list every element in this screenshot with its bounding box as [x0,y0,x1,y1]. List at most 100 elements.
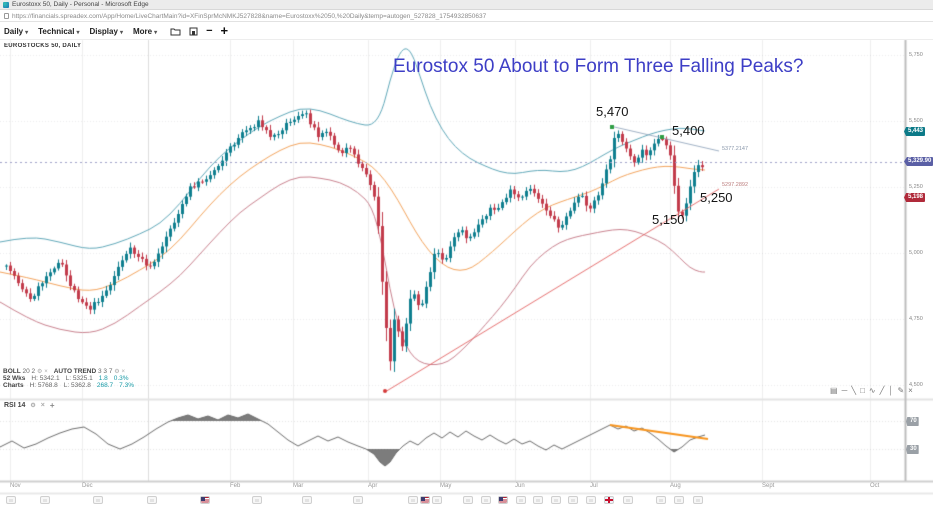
chevron-down-icon: ▾ [76,29,80,36]
calendar-event-icon-generic[interactable] [656,496,666,504]
chart-toolbar: Daily ▾ Technical ▾ Display ▾ More ▾ − + [0,23,933,40]
range-value: Charts [3,382,24,389]
close-icon[interactable]: × [44,369,48,375]
calendar-event-icon-generic[interactable] [6,496,16,504]
price-badge: 5,443 [904,127,926,136]
calendar-event-icon-generic[interactable] [432,496,442,504]
calendar-event-icon-generic[interactable] [93,496,103,504]
range-value: 268.7 [96,382,114,389]
price-annotation: 5,400 [672,123,705,138]
close-icon[interactable]: × [121,369,126,375]
time-axis-month: Jul [590,483,598,489]
gear-icon[interactable]: ⚙ [30,403,36,409]
range-value: H: 5768.8 [29,382,58,389]
indicator-params: 20 2 [22,368,36,375]
indicator-legend: BOLL 20 2 ⚙ × AUTO TREND 3 3 7 ⚙ × 52 Wks H… [3,368,134,389]
chart-type-icon[interactable]: ▤ [830,386,838,395]
draw-tool-icon[interactable]: ✎ [897,386,905,395]
range-row: Charts H: 5768.8 L: 5362.8 268.7 7.3% [3,382,134,389]
indicator-params: 3 3 7 [98,368,113,375]
indicator-row: BOLL 20 2 ⚙ × AUTO TREND 3 3 7 ⚙ × [3,368,134,375]
chevron-down-icon: ▾ [119,29,123,36]
calendar-event-icon-generic[interactable] [40,496,50,504]
close-icon[interactable]: × [40,402,45,409]
menu-technical[interactable]: Technical ▾ [38,26,80,36]
calendar-event-icon-generic[interactable] [463,496,473,504]
rsi-level-badge: 70 [906,417,919,426]
price-axis-tick: 5,750 [909,52,923,58]
range-value: L: 5325.1 [65,375,93,382]
price-axis-tick: 4,750 [909,316,923,322]
calendar-event-icon-us[interactable] [498,496,508,504]
calendar-event-icon-generic[interactable] [408,496,418,504]
open-folder-icon[interactable] [170,27,181,36]
calendar-event-icon-generic[interactable] [586,496,596,504]
chevron-down-icon: ▾ [25,29,29,36]
gear-icon[interactable]: ⚙ [114,369,120,375]
range-value: 1.8 [98,375,108,382]
trendline-tool-icon[interactable]: ╲ [851,386,857,395]
price-annotation: 5,250 [700,190,733,205]
time-axis-month: Feb [230,483,241,489]
price-axis-tick: 5,500 [909,118,923,124]
calendar-event-icon-generic[interactable] [353,496,363,504]
range-value: H: 5342.1 [31,375,60,382]
url-text[interactable]: https://financials.spreadex.com/App/Home… [12,12,487,20]
browser-urlbar[interactable]: https://financials.spreadex.com/App/Home… [0,11,933,22]
range-value: 0.3% [113,375,129,382]
calendar-event-icon-generic[interactable] [674,496,684,504]
save-icon[interactable] [189,27,198,36]
zoom-out-icon[interactable]: − [206,25,213,37]
range-row: 52 Wks H: 5342.1 L: 5325.1 1.8 0.3% [3,375,134,382]
calendar-event-icon-generic[interactable] [623,496,633,504]
calendar-event-icon-uk[interactable] [604,496,614,504]
calendar-event-icon-generic[interactable] [533,496,543,504]
trendline-value-label: 5297.2892 [722,182,748,188]
menu-daily[interactable]: Daily ▾ [4,26,29,36]
calendar-event-icon-generic[interactable] [693,496,703,504]
range-value: 52 Wks [3,375,26,382]
time-axis-month: Mar [293,483,304,489]
calendar-event-icon-us[interactable] [200,496,210,504]
rsi-header: RSI 14 ⚙ × + [4,401,55,410]
time-axis-month: Dec [82,483,93,489]
chevron-down-icon: ▾ [154,29,158,36]
range-value: 7.3% [119,382,134,389]
time-axis-month: Oct [870,483,880,489]
ray-tool-icon[interactable]: ╱ [879,386,885,395]
calendar-event-icon-us[interactable] [420,496,430,504]
browser-titlebar: Eurostoxx 50, Daily - Personal - Microso… [0,0,933,10]
add-indicator-icon[interactable]: + [49,401,55,410]
range-value: L: 5362.8 [63,382,91,389]
drawing-toolbar: ▤ ─ ╲ □ ∿ ╱ │ ✎ × [830,386,913,396]
calendar-event-icon-generic[interactable] [252,496,262,504]
menu-display[interactable]: Display ▾ [89,26,123,36]
time-axis-month: Apr [368,483,378,489]
menu-more[interactable]: More ▾ [132,26,158,36]
horizontal-line-tool-icon[interactable]: ─ [841,386,848,395]
time-axis-month: May [440,483,452,489]
time-axis-month: Nov [10,483,21,489]
toolbar-icons: − + [170,23,229,38]
rsi-level-badge: 30 [906,445,919,454]
page-icon [4,13,9,19]
browser-title: Eurostoxx 50, Daily - Personal - Microso… [12,1,149,8]
price-axis-tick: 5,000 [909,250,923,256]
wave-tool-icon[interactable]: ∿ [868,386,876,395]
rsi-label: RSI 14 [4,402,26,409]
calendar-event-icon-generic[interactable] [302,496,312,504]
rectangle-tool-icon[interactable]: □ [860,386,865,395]
price-axis-tick: 4,500 [909,382,923,388]
calendar-event-icon-generic[interactable] [147,496,157,504]
calendar-event-icon-generic[interactable] [516,496,526,504]
zoom-in-icon[interactable]: + [220,23,229,38]
tools-divider: │ [888,386,894,395]
gear-icon[interactable]: ⚙ [36,369,43,375]
calendar-event-icon-generic[interactable] [551,496,561,504]
close-tools-icon[interactable]: × [908,386,913,395]
calendar-event-icon-generic[interactable] [481,496,491,504]
toolbar-menus: Daily ▾ Technical ▾ Display ▾ More ▾ [4,27,157,36]
calendar-event-icon-generic[interactable] [568,496,578,504]
indicator-name: AUTO TREND [53,368,97,375]
